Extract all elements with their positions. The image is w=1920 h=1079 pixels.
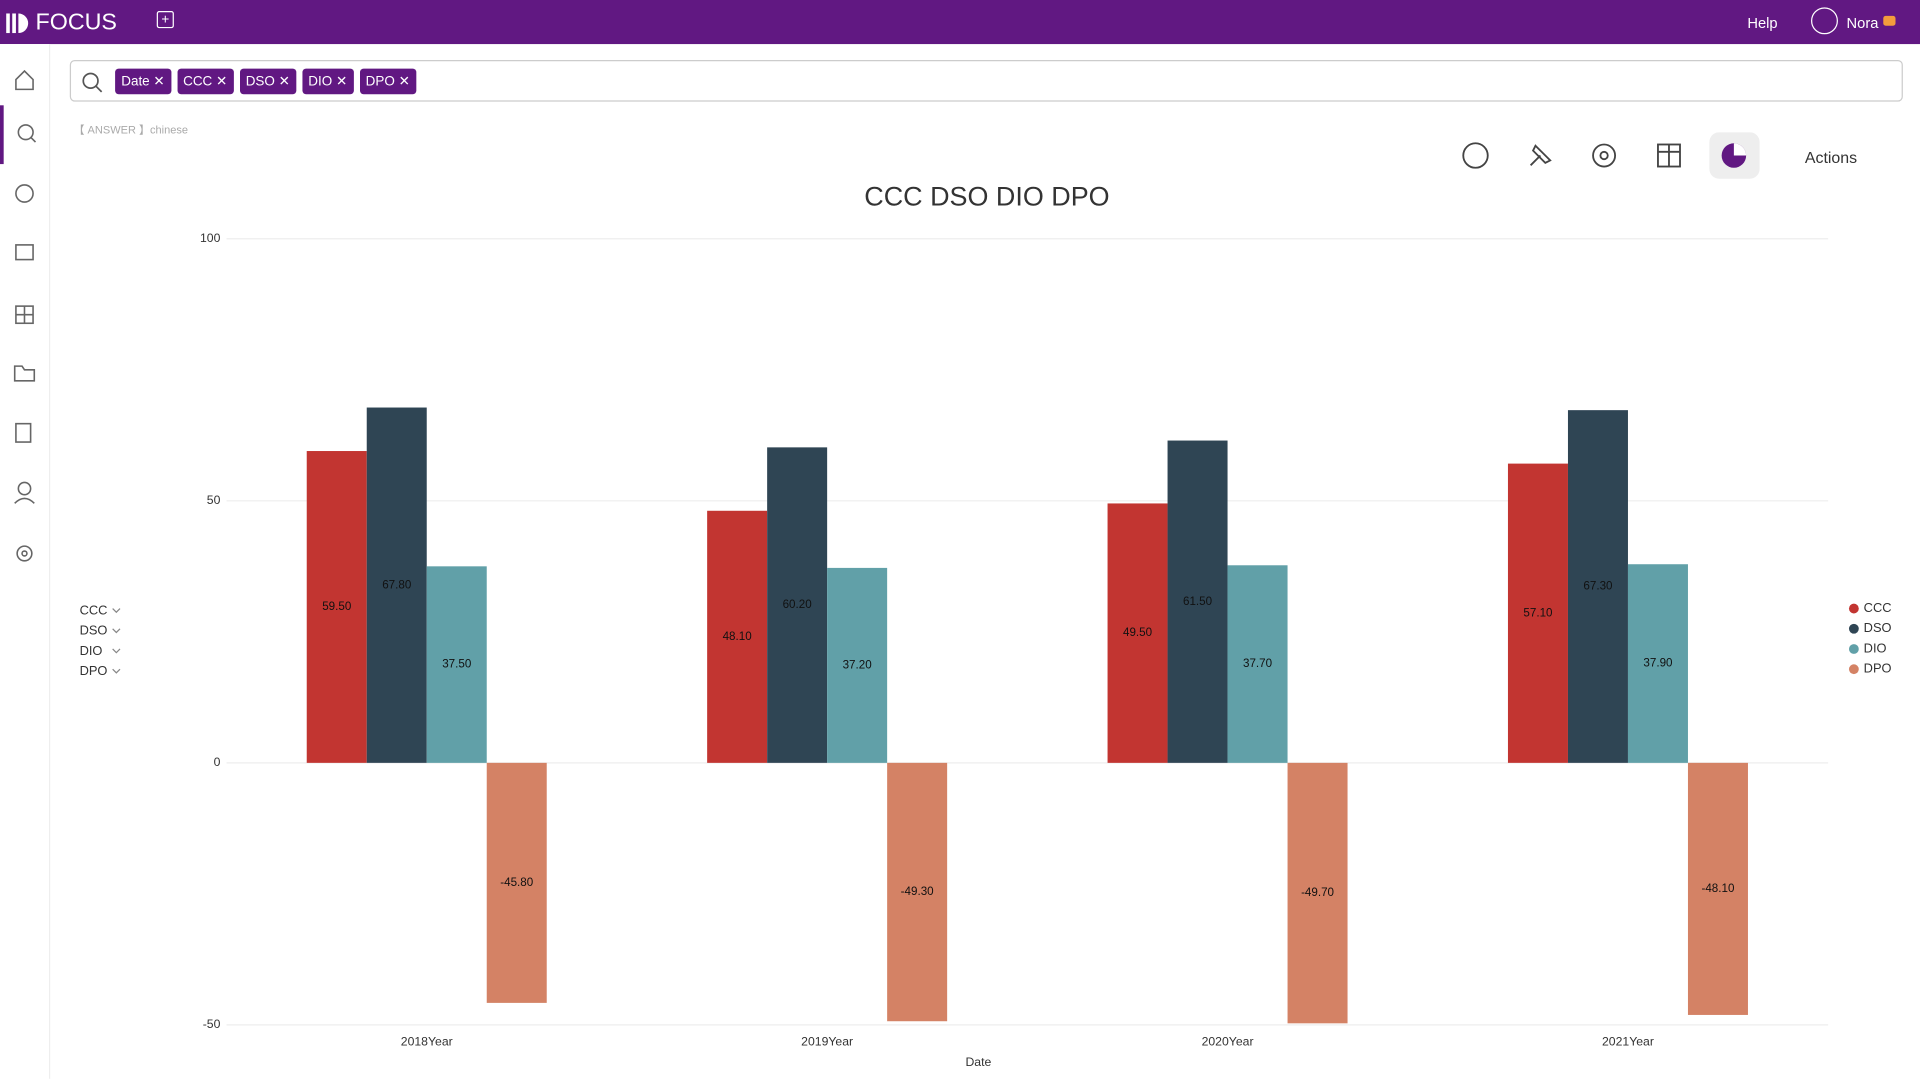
- field-caret: [112, 668, 121, 674]
- data-label: 57.10: [1523, 606, 1553, 619]
- field-label: DIO: [80, 643, 103, 658]
- y-tick-label: 0: [214, 755, 221, 769]
- data-label: 49.50: [1123, 626, 1153, 639]
- data-label: 61.50: [1183, 595, 1213, 608]
- field-label: DPO: [80, 663, 108, 678]
- legend-marker: [1848, 623, 1859, 634]
- y-tick-label: -50: [203, 1017, 221, 1031]
- badge: [1883, 15, 1896, 26]
- data-label: 67.30: [1583, 580, 1613, 593]
- data-label: -48.10: [1701, 882, 1734, 895]
- toolbar[interactable]: [1445, 132, 1920, 181]
- actions-menu[interactable]: Actions: [1804, 148, 1858, 167]
- bar: [1227, 565, 1288, 763]
- bar: [827, 567, 888, 763]
- legend-marker: [1848, 603, 1859, 614]
- field-label: CCC: [80, 602, 108, 617]
- data-label: 37.50: [442, 658, 472, 671]
- x-axis-label: Date: [965, 1055, 991, 1069]
- search-token[interactable]: DIO ✕: [302, 68, 354, 95]
- bar: [486, 762, 547, 1003]
- search-token[interactable]: DSO ✕: [239, 68, 297, 95]
- data-label: 59.50: [322, 600, 352, 613]
- active-indicator: [0, 105, 4, 165]
- x-tick-label: 2021Year: [1602, 1034, 1654, 1048]
- field-label: DSO: [80, 623, 108, 638]
- y-tick-label: 100: [200, 231, 221, 245]
- new-tab[interactable]: +: [156, 11, 174, 29]
- chart-title: CCC DSO DIO DPO: [864, 181, 1109, 211]
- data-label: -49.30: [901, 885, 934, 898]
- bar: [426, 566, 487, 763]
- search-token[interactable]: CCC ✕: [176, 68, 234, 95]
- token-text: DIO: [308, 74, 333, 90]
- bar: [306, 451, 367, 763]
- sidebar: [0, 44, 51, 1079]
- legend-marker: [1848, 664, 1859, 675]
- bar: [1687, 762, 1748, 1015]
- search-token[interactable]: DPO ✕: [359, 68, 417, 95]
- bar: [1107, 503, 1168, 763]
- logo-icon: [6, 13, 29, 34]
- x-tick-label: 2020Year: [1202, 1034, 1254, 1048]
- bar: [366, 407, 427, 763]
- answer-hint: 【 ANSWER 】chinese: [73, 123, 188, 136]
- bar: [707, 510, 768, 763]
- search-token[interactable]: Date ✕: [115, 68, 171, 95]
- field-caret: [112, 608, 121, 614]
- token-text: DPO: [365, 74, 395, 90]
- user-name[interactable]: Nora: [1846, 14, 1879, 32]
- help-link[interactable]: Help: [1747, 14, 1778, 32]
- bar: [767, 447, 828, 763]
- bar: [1287, 762, 1348, 1024]
- data-label: -45.80: [500, 876, 533, 889]
- field-caret: [112, 648, 121, 654]
- data-label: 37.20: [843, 658, 873, 671]
- token-list: Date ✕ CCC ✕ DSO ✕ DIO ✕ DPO ✕: [115, 68, 422, 95]
- data-label: 60.20: [783, 598, 813, 611]
- brand[interactable]: FOCUS: [35, 9, 117, 36]
- bar: [1567, 410, 1628, 763]
- token-text: CCC: [183, 74, 213, 90]
- legend-label: CCC: [1864, 600, 1892, 615]
- y-tick-label: 50: [207, 493, 221, 507]
- data-label: 67.80: [382, 578, 412, 591]
- data-label: 48.10: [723, 630, 753, 643]
- legend-label: DSO: [1864, 620, 1892, 635]
- data-label: 37.90: [1643, 657, 1673, 670]
- search-icon: [82, 72, 103, 93]
- search-bar[interactable]: Date ✕ CCC ✕ DSO ✕ DIO ✕ DPO ✕: [69, 60, 1903, 102]
- data-label: 37.70: [1243, 657, 1273, 670]
- bar: [887, 762, 948, 1022]
- data-label: -49.70: [1301, 886, 1334, 899]
- bar: [1507, 463, 1568, 763]
- token-text: Date: [121, 74, 150, 90]
- token-text: DSO: [245, 74, 275, 90]
- legend-marker: [1848, 644, 1859, 654]
- bar: [1627, 564, 1688, 763]
- field-caret: [112, 628, 121, 634]
- x-tick-label: 2018Year: [401, 1034, 453, 1048]
- top-bar: FOCUS + Help Nora: [0, 0, 1920, 45]
- legend-label: DPO: [1864, 661, 1892, 676]
- x-tick-label: 2019Year: [801, 1034, 853, 1048]
- legend-label: DIO: [1864, 640, 1887, 655]
- avatar[interactable]: [1811, 7, 1838, 35]
- bar: [1167, 440, 1228, 763]
- nav-icons[interactable]: [0, 56, 49, 595]
